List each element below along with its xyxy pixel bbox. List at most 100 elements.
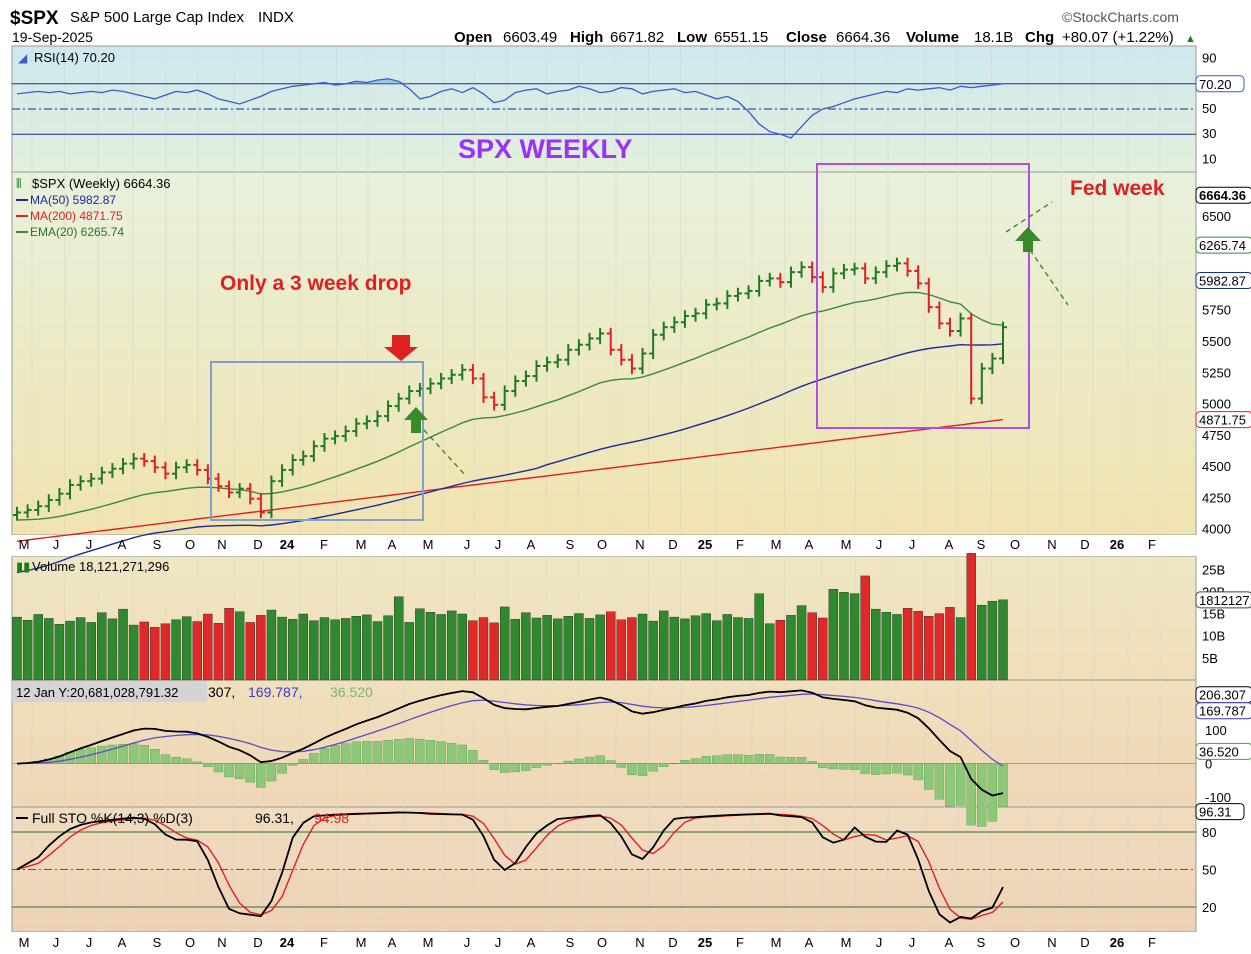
volume-bar [913, 611, 923, 681]
volume-label: Volume [906, 29, 959, 46]
volume-bar [902, 608, 913, 681]
volume-bar [277, 616, 287, 681]
chg-label: Chg [1025, 29, 1054, 46]
macd-histogram-bar [733, 754, 743, 764]
x-axis-band-bottom [0, 932, 1251, 954]
macd-histogram-bar [659, 763, 669, 767]
volume-bar [404, 622, 414, 681]
macd-histogram-bar [277, 763, 287, 774]
volume-bar [563, 616, 574, 681]
macd-histogram-bar [796, 757, 807, 764]
x-tick-label: M [841, 537, 852, 552]
macd-histogram-bar [404, 738, 414, 764]
macd-badge-histogram [1195, 742, 1251, 760]
volume-bar [139, 621, 149, 681]
close-label: Close [786, 29, 827, 46]
macd-histogram-bar [966, 763, 976, 826]
macd-histogram-bar [924, 763, 934, 790]
volume-bar [542, 615, 552, 681]
legend-ma200: MA(200) 4871.75 [30, 209, 123, 223]
macd-histogram-bar [425, 740, 436, 764]
low-label: Low [677, 29, 707, 46]
volume-bar [796, 605, 807, 681]
volume-bar [955, 617, 966, 681]
x-tick-label: O [597, 935, 607, 950]
macd-indicator [12, 689, 1196, 827]
ma50-line [16, 343, 1004, 574]
rsi-line [16, 78, 1004, 139]
volume-bar [786, 615, 796, 681]
x-tick-label: S [153, 537, 162, 552]
macd-tick: 100 [1205, 723, 1227, 738]
x-tick-label: 24 [280, 935, 295, 950]
rsi-tick: 10 [1202, 151, 1216, 166]
x-tick-label: J [909, 935, 916, 950]
price-tick: 6500 [1202, 209, 1231, 224]
volume-bar [722, 614, 733, 681]
volume-bar [966, 553, 976, 681]
volume-bar [468, 620, 478, 681]
x-tick-label: F [320, 935, 328, 950]
ohlc-icon: ⫴ [16, 176, 21, 191]
macd-histogram-bar [415, 739, 425, 764]
x-tick-label: J [53, 537, 60, 552]
annotation-fed-week: Fed week [1070, 177, 1165, 200]
ma200-line [16, 418, 1004, 542]
macd-histogram-bar [287, 763, 298, 766]
stochastic-legend: Full STO %K(14,3) %D(3) 96.31, 94.98 [16, 810, 349, 826]
x-tick-label: J [876, 537, 883, 552]
high-label: High [570, 29, 603, 46]
macd-histogram-bar [192, 761, 202, 764]
sto-badge [1195, 803, 1245, 821]
macd-tick: -100 [1205, 790, 1231, 805]
macd-badge-value-histogram: 36.520 [1199, 744, 1239, 759]
x-tick-label: F [736, 935, 744, 950]
x-tick-label: S [153, 935, 162, 950]
volume-bar [351, 616, 361, 681]
macd-histogram-bar [234, 763, 245, 779]
x-tick-label: D [668, 537, 677, 552]
macd-histogram-bar [457, 744, 467, 764]
macd-histogram-bar [171, 756, 181, 764]
macd-histogram-bar [160, 754, 171, 764]
symbol: $SPX [10, 8, 59, 29]
volume-bar [372, 621, 383, 681]
volume-bar [489, 622, 499, 681]
price-badge-ma200 [1195, 411, 1251, 429]
volume-bar [945, 607, 955, 681]
macd-histogram-bar [521, 763, 531, 771]
legend-price: $SPX (Weekly) 6664.36 [32, 176, 171, 191]
volume-bar [266, 609, 277, 681]
macd-histogram-bar [902, 763, 913, 776]
volume-bar [54, 624, 65, 681]
volume-bar [425, 612, 436, 681]
macd-histogram-bar [531, 763, 542, 768]
macd-histogram-bar [637, 763, 648, 776]
x-tick-label: N [217, 935, 226, 950]
volume-bar [521, 612, 531, 681]
histogram-value: 36.520 [330, 684, 373, 700]
volume-bar [680, 618, 690, 681]
macd-histogram-bar [712, 755, 722, 764]
rsi-tick: 30 [1202, 126, 1216, 141]
volume-bar [33, 614, 43, 681]
volume-bar [192, 621, 202, 681]
x-tick-label: M [356, 537, 367, 552]
price-tick: 4500 [1202, 459, 1231, 474]
rsi-last-badge [1195, 75, 1245, 93]
volume-tick: 15B [1202, 607, 1225, 622]
x-tick-label: O [597, 537, 607, 552]
x-tick-label: O [185, 935, 195, 950]
sto-tick: 20 [1202, 900, 1216, 915]
price-badge-value-close: 6664.36 [1199, 188, 1246, 203]
low-value: 6551.15 [714, 29, 768, 46]
x-tick-label: D [253, 935, 262, 950]
stochastic-y-axis: 80 50 20 96.31 [1195, 803, 1245, 915]
macd-histogram-bar [118, 743, 128, 764]
macd-histogram-bar [181, 758, 192, 764]
x-tick-label: O [185, 537, 195, 552]
macd-histogram-bar [330, 745, 340, 764]
macd-histogram-bar [340, 743, 351, 764]
x-tick-label: J [876, 935, 883, 950]
x-axis-top: M J J A S O N D 24 F M A M J J A S O N D 25 F M A M J J A S O N D 26 F [19, 537, 1156, 552]
